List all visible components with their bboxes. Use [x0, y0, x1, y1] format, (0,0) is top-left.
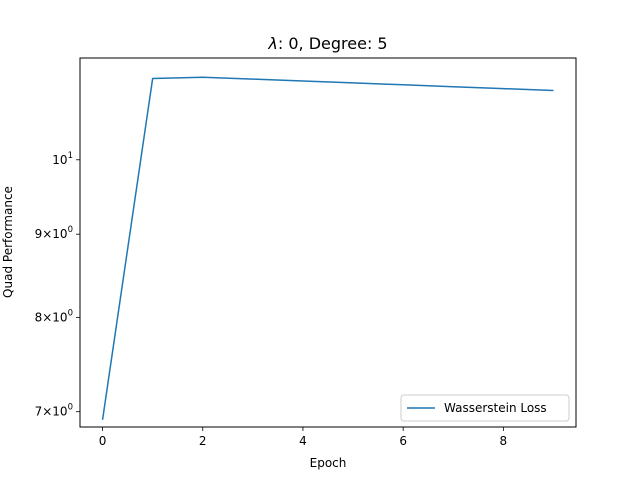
- x-tick-label: 0: [99, 434, 107, 448]
- y-tick-label: 7×100: [35, 403, 73, 419]
- x-axis-label: Epoch: [310, 456, 347, 470]
- y-axis-ticks: 7×100 8×100 9×100 101: [35, 151, 80, 419]
- plot-frame: [79, 57, 577, 428]
- title-lambda-symbol: λ: [267, 34, 277, 53]
- legend-box: [400, 394, 570, 422]
- x-tick-label: 2: [199, 434, 207, 448]
- x-tick-label: 8: [500, 434, 508, 448]
- x-tick-label: 4: [299, 434, 307, 448]
- series-line-wasserstein-loss: [101, 76, 554, 420]
- title-rest: : 0, Degree: 5: [278, 34, 388, 53]
- series-layer: [101, 76, 554, 420]
- chart-title: λ: 0, Degree: 5: [267, 34, 387, 53]
- legend-label-wasserstein-loss: Wasserstein Loss: [444, 401, 547, 415]
- x-tick-label: 6: [399, 434, 407, 448]
- y-tick-label: 101: [52, 151, 73, 167]
- x-axis-ticks: 0 2 4 6 8: [99, 427, 507, 448]
- legend: Wasserstein Loss: [400, 394, 570, 422]
- y-tick-label: 9×100: [35, 225, 73, 241]
- y-axis-label: Quad Performance: [1, 186, 15, 298]
- y-tick-label: 8×100: [35, 308, 73, 324]
